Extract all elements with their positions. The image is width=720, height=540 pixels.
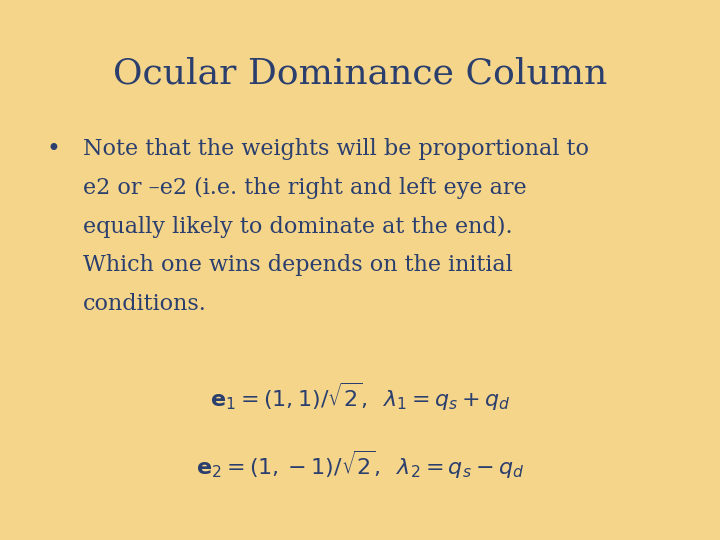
Text: Ocular Dominance Column: Ocular Dominance Column xyxy=(113,57,607,91)
Text: Which one wins depends on the initial: Which one wins depends on the initial xyxy=(83,254,513,276)
Text: equally likely to dominate at the end).: equally likely to dominate at the end). xyxy=(83,215,513,238)
Text: Note that the weights will be proportional to: Note that the weights will be proportion… xyxy=(83,138,589,160)
Text: $\mathbf{e}_2 = (1,-1)/\sqrt{2},\;\; \lambda_2 = q_s - q_d$: $\mathbf{e}_2 = (1,-1)/\sqrt{2},\;\; \la… xyxy=(196,448,524,481)
Text: e2 or –e2 (i.e. the right and left eye are: e2 or –e2 (i.e. the right and left eye a… xyxy=(83,177,526,199)
Text: $\mathbf{e}_1 = (1,1)/\sqrt{2},\;\; \lambda_1 = q_s + q_d$: $\mathbf{e}_1 = (1,1)/\sqrt{2},\;\; \lam… xyxy=(210,381,510,413)
Text: conditions.: conditions. xyxy=(83,293,207,315)
Text: •: • xyxy=(47,138,60,161)
